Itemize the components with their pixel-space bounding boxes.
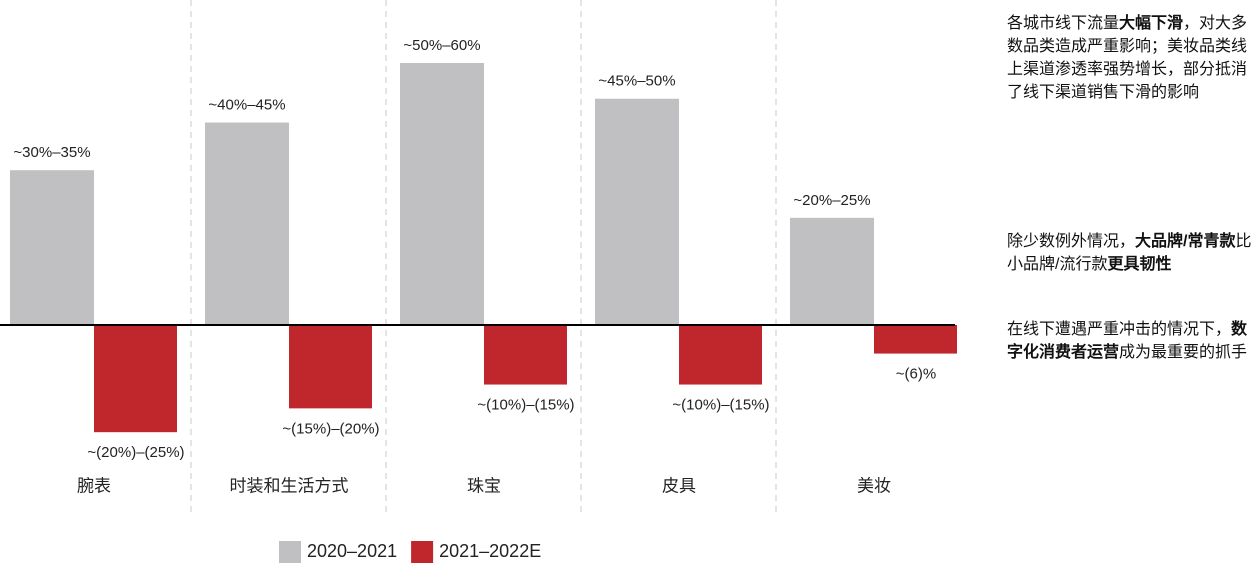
note: 除少数例外情况，大品牌/常青款比小品牌/流行款更具韧性 <box>1007 230 1252 276</box>
bar <box>10 170 94 325</box>
legend-label: 2020–2021 <box>307 541 397 561</box>
x-tick-label: 腕表 <box>77 476 111 495</box>
note: 在线下遭遇严重冲击的情况下，数字化消费者运营成为最重要的抓手 <box>1007 318 1252 364</box>
note-text: 各城市线下流量 <box>1007 15 1120 32</box>
note-text: ，对大多数品类造成严重影响；美妆品类线上渠道渗透率强势增长，部分抵消了线下渠道销… <box>1007 15 1248 101</box>
value-label: ~(6)% <box>896 366 936 383</box>
bar <box>289 325 372 409</box>
value-label: ~45%–50% <box>598 73 675 90</box>
value-label: ~(10%)–(15%) <box>672 397 769 414</box>
legend-swatch <box>279 541 301 563</box>
note-text: 成为最重要的抓手 <box>1119 344 1248 361</box>
value-label: ~40%–45% <box>208 97 285 114</box>
value-label: ~(10%)–(15%) <box>477 397 574 414</box>
bar <box>679 325 762 385</box>
value-label: ~50%–60% <box>403 37 480 54</box>
note-text: 大品牌/常青款 <box>1135 233 1236 250</box>
value-label: ~(15%)–(20%) <box>282 420 379 437</box>
legend-label: 2021–2022E <box>439 541 541 561</box>
x-tick-label: 珠宝 <box>467 476 501 495</box>
bar <box>205 122 289 325</box>
bar <box>400 63 484 325</box>
note-text: 大幅下滑 <box>1119 15 1184 32</box>
x-tick-label: 美妆 <box>857 476 891 495</box>
chart: ~30%–35% ~(20%)–(25%) 腕表 ~40%–45% ~(15%)–(20… <box>0 0 957 563</box>
bar <box>790 217 874 325</box>
bar <box>874 325 957 354</box>
note-text: 更具韧性 <box>1107 256 1172 273</box>
x-tick-label: 皮具 <box>662 476 696 495</box>
value-label: ~30%–35% <box>13 144 90 161</box>
bar <box>94 325 177 433</box>
note-text: 除少数例外情况， <box>1007 233 1136 250</box>
note-text: 比小品牌/流行款 <box>1007 233 1252 273</box>
value-label: ~20%–25% <box>793 192 870 209</box>
value-label: ~(20%)–(25%) <box>87 444 184 461</box>
note-text: 数字化消费者运营 <box>1007 321 1248 361</box>
note-text: 在线下遭遇严重冲击的情况下， <box>1007 321 1232 338</box>
x-tick-label: 时装和生活方式 <box>230 476 349 495</box>
bar <box>484 325 567 385</box>
note: 各城市线下流量大幅下滑，对大多数品类造成严重影响；美妆品类线上渠道渗透率强势增长… <box>1007 12 1252 104</box>
legend-swatch <box>411 541 434 563</box>
bar <box>595 98 679 326</box>
